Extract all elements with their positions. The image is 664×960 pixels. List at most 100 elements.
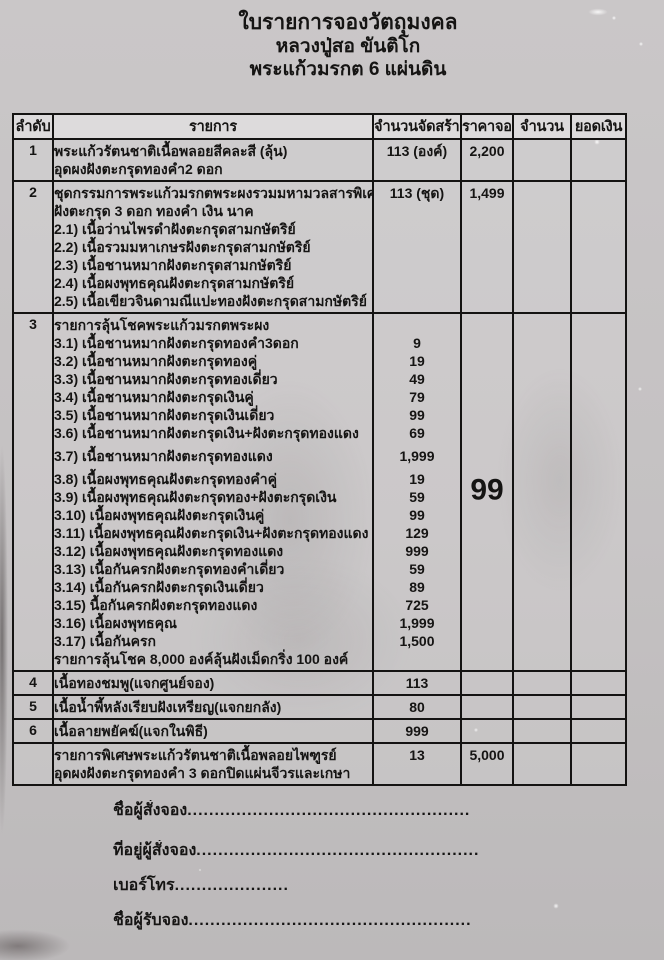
order-table-body: 1 พระแก้วรัตนชาติเนื้อพลอยสีคละสี (ลุ้น) อ… xyxy=(12,138,627,786)
total-amount-blank xyxy=(570,694,627,720)
form-field: ชื่อผู้สั่งจอง..........................… xyxy=(113,800,471,821)
booking-price-value: 1,499 xyxy=(469,185,505,201)
order-count-blank xyxy=(512,180,572,314)
total-amount-blank xyxy=(570,180,627,314)
quantity-value: 999 xyxy=(405,723,429,739)
item-text-line: รายการพิเศษพระแก้วรัตนชาติเนื้อพลอยไพฑูร… xyxy=(54,747,337,763)
table-row: 2 ชุดกรรมการพระแก้วมรกตพระผงรวมมหามวลสารพ… xyxy=(12,180,627,314)
item-text-line: 3.13) เนื้อกันครกฝังตะกรุดทองคำเดี่ยว xyxy=(54,561,285,577)
form-field-label: เบอร์โทร xyxy=(113,877,175,894)
item-text-line: 2.4) เนื้อผงพุทธคุณฝังตะกรุดสามกษัตริย์ xyxy=(54,275,295,291)
quantity-made: 999 xyxy=(372,718,462,744)
item-text-line: 2.5) เนื้อเขียวจินดามณีแปะทองฝังตะกรุดสา… xyxy=(54,293,367,309)
quantity-made: 9 19 49 79 99 69 1,999 19 59 99 129 999 59 89 725 1,999… xyxy=(372,312,462,672)
quantity-value: 79 xyxy=(409,389,425,405)
item-description: เนื้อลายพยัคฆ์(แจกในพิธี) xyxy=(52,718,374,744)
row-number: 6 xyxy=(12,718,54,744)
row-number xyxy=(12,742,54,786)
order-count-blank xyxy=(512,670,572,696)
item-text-line: 2.2) เนื้อรวมมหาเกษรฝังตะกรุดสามกษัตริย์ xyxy=(54,239,311,255)
item-text-line: 3.11) เนื้อผงพุทธคุณฝังตะกรุดเงิน+ฝังตะก… xyxy=(54,525,369,541)
title-line-1: ใบรายการจองวัตถุมงคล xyxy=(238,11,458,34)
item-description: เนื้อน้ำพี้หลังเรียบฝังเหรียญ(แจกยกลัง) xyxy=(52,694,374,720)
quantity-value xyxy=(375,160,459,178)
quantity-made: 80 xyxy=(372,694,462,720)
table-row: 6 เนื้อลายพยัคฆ์(แจกในพิธี) 999 xyxy=(12,718,627,744)
order-count-blank xyxy=(512,742,572,786)
item-text-line: รายการลุ้นโชค 8,000 องค์ลุ้นฝังเม็ดกริ่ง… xyxy=(54,651,349,667)
quantity-made: 113 (ชุด) xyxy=(372,180,462,314)
row-number: 3 xyxy=(12,312,54,672)
quantity-value xyxy=(375,256,459,274)
item-text-line: ฝังตะกรุด 3 ดอก ทองคำ เงิน นาค xyxy=(54,203,254,219)
booking-price-value: 2,200 xyxy=(469,143,505,159)
item-text-line: 2.1) เนื้อว่านไพรดำฝังตะกรุดสามกษัตริย์ xyxy=(54,221,296,237)
booking-price xyxy=(460,670,514,696)
item-text-line: พระแก้วรัตนชาติเนื้อพลอยสีคละสี (ลุ้น) xyxy=(54,143,288,159)
form-field-label: ชื่อผู้สั่งจอง xyxy=(113,802,188,819)
booking-price: 1,499 xyxy=(460,180,514,314)
quantity-value: 99 xyxy=(409,507,425,523)
quantity-made: 113 xyxy=(372,670,462,696)
row-number: 4 xyxy=(12,670,54,696)
item-description: รายการพิเศษพระแก้วรัตนชาติเนื้อพลอยไพฑูร… xyxy=(52,742,374,786)
quantity-value: 13 xyxy=(409,747,425,763)
order-table: ลำดับรายการจำนวนจัดสร้างราคาจองจำนวนยอดเ… xyxy=(12,113,627,786)
item-text-line: 3.7) เนื้อชานหมากฝังตะกรุดทองแดง xyxy=(54,448,273,464)
quantity-made: 13 xyxy=(372,742,462,786)
form-field-label: ที่อยู่ผู้สั่งจอง xyxy=(113,842,197,859)
column-header: จำนวน xyxy=(512,113,572,140)
booking-price-value: 99 xyxy=(470,473,504,507)
item-text-line: 3.2) เนื้อชานหมากฝังตะกรุดทองคู่ xyxy=(54,353,258,369)
form-field: ที่อยู่ผู้สั่งจอง.......................… xyxy=(113,840,479,861)
booking-price xyxy=(460,718,514,744)
table-row: รายการพิเศษพระแก้วรัตนชาติเนื้อพลอยไพฑูร… xyxy=(12,742,627,786)
quantity-value: 99 xyxy=(409,407,425,423)
table-row: 4 เนื้อทองชมพู(แจกศูนย์จอง) 113 xyxy=(12,670,627,696)
quantity-value: 113 (องค์) xyxy=(386,143,448,159)
quantity-value: 89 xyxy=(409,579,425,595)
document-title: ใบรายการจองวัตถุมงคล หลวงปู่สอ ขันติโก พ… xyxy=(16,10,664,81)
order-count-blank xyxy=(512,694,572,720)
quantity-value: 113 xyxy=(405,675,429,691)
form-field: เบอร์โทร................................… xyxy=(113,875,288,896)
table-row: 3 รายการลุ้นโชคพระแก้วมรกตพระผง 3.1) เนื้อ… xyxy=(12,312,627,672)
item-description: เนื้อทองชมพู(แจกศูนย์จอง) xyxy=(52,670,374,696)
form-field: ชื่อผู้รับจอง...........................… xyxy=(113,910,471,931)
quantity-value: 113 (ชุด) xyxy=(389,185,445,201)
column-header: ราคาจอง xyxy=(460,113,514,140)
dot-leader: ........................................… xyxy=(174,877,288,894)
quantity-value xyxy=(375,292,459,310)
item-description: ชุดกรรมการพระแก้วมรกตพระผงรวมมหามวลสารพิ… xyxy=(52,180,374,314)
total-amount-blank xyxy=(570,138,627,182)
quantity-value: 999 xyxy=(405,543,429,559)
item-text-line: เนื้อน้ำพี้หลังเรียบฝังเหรียญ(แจกยกลัง) xyxy=(54,699,282,715)
signature-form: ชื่อผู้สั่งจอง..........................… xyxy=(113,800,479,931)
dot-leader: ........................................… xyxy=(188,912,471,929)
column-header: รายการ xyxy=(52,113,374,140)
booking-price-value: 5,000 xyxy=(469,747,505,763)
table-header-row: ลำดับรายการจำนวนจัดสร้างราคาจองจำนวนยอดเ… xyxy=(12,113,627,140)
item-text-line: 3.8) เนื้อผงพุทธคุณฝังตะกรุดทองคำคู่ xyxy=(54,471,277,487)
quantity-value: 1,999 xyxy=(399,448,435,464)
quantity-value: 80 xyxy=(409,699,425,715)
quantity-value: 69 xyxy=(409,425,425,441)
quantity-value xyxy=(375,220,459,238)
quantity-value: 59 xyxy=(409,489,425,505)
total-amount-blank xyxy=(570,742,627,786)
item-text-line: 3.15) นื้อกันครกฝังตะกรุดทองแดง xyxy=(54,597,258,613)
title-line-3: พระแก้วมรกต 6 แผ่นดิน xyxy=(249,59,447,80)
item-text-line: อุดผงฝังตะกรุดทองคำ2 ดอก xyxy=(54,161,223,177)
item-text-line: เนื้อทองชมพู(แจกศูนย์จอง) xyxy=(54,675,215,691)
quantity-value: 9 xyxy=(413,335,421,351)
quantity-value: 1,500 xyxy=(399,633,435,649)
item-text-line: 3.9) เนื้อผงพุทธคุณฝังตะกรุดทอง+ฝังตะกรุ… xyxy=(54,489,337,505)
quantity-value xyxy=(375,238,459,256)
item-description: รายการลุ้นโชคพระแก้วมรกตพระผง 3.1) เนื้อช… xyxy=(52,312,374,672)
quantity-made: 113 (องค์) xyxy=(372,138,462,182)
order-count-blank xyxy=(512,138,572,182)
dot-leader: ........................................… xyxy=(196,842,479,859)
column-header: จำนวนจัดสร้าง xyxy=(372,113,462,140)
quantity-value xyxy=(375,650,459,668)
